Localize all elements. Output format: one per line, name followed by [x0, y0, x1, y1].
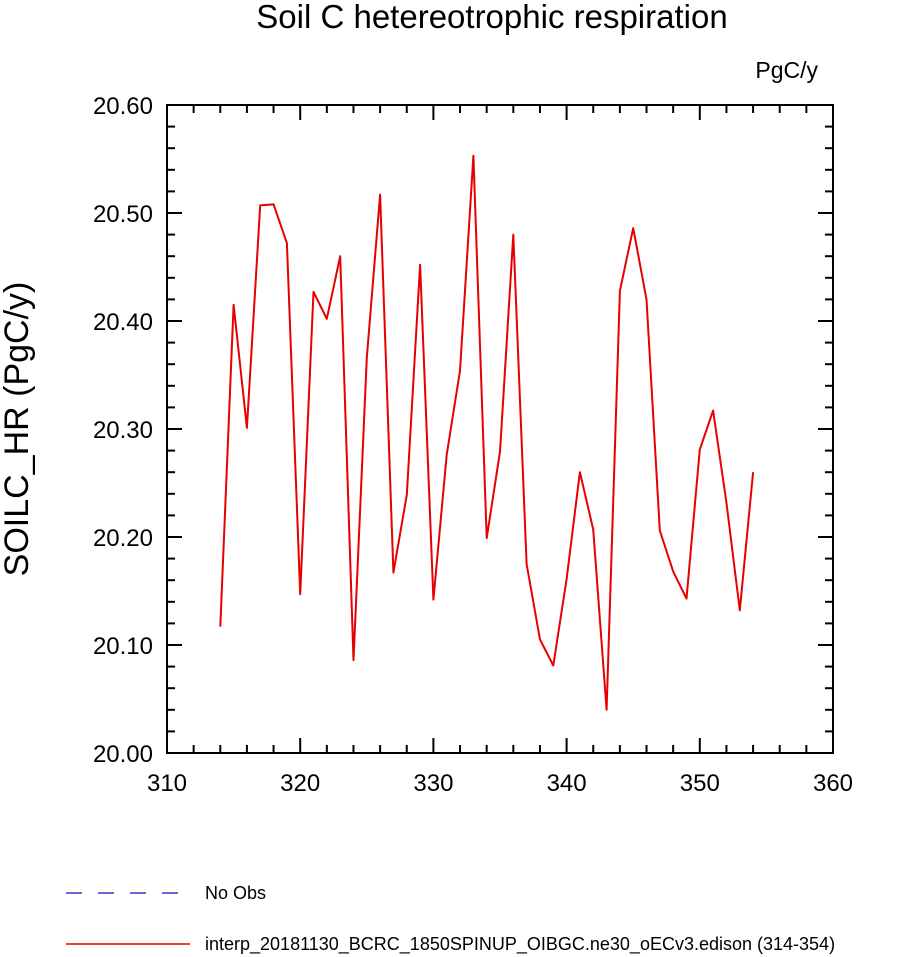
legend-label: interp_20181130_BCRC_1850SPINUP_OIBGC.ne…: [205, 934, 835, 955]
x-tick-label: 340: [547, 770, 587, 797]
tick-labels: 310 320 330 340 350 360 20.00 20.10 20.20 20.30 20…: [93, 93, 853, 797]
x-tick-label: 330: [413, 770, 453, 797]
y-tick-label: 20.10: [93, 633, 153, 660]
y-tick-label: 20.00: [93, 741, 153, 768]
axis-ticks: [166, 104, 834, 754]
legend: No Obs interp_20181130_BCRC_1850SPINUP_OI…: [66, 883, 835, 955]
y-tick-label: 20.60: [93, 93, 153, 120]
x-tick-label: 350: [680, 770, 720, 797]
x-tick-label: 320: [280, 770, 320, 797]
x-tick-label: 310: [147, 770, 187, 797]
legend-label: No Obs: [205, 883, 266, 903]
series-line: [219, 154, 755, 711]
y-axis-label: SOILC_HR (PgC/y): [0, 282, 36, 577]
y-tick-label: 20.30: [93, 417, 153, 444]
plot-frame: [166, 104, 834, 754]
y-tick-label: 20.20: [93, 525, 153, 552]
y-tick-label: 20.40: [93, 309, 153, 336]
chart-title: Soil C hetereotrophic respiration: [256, 0, 727, 35]
series-lines: [219, 154, 755, 711]
units-label: PgC/y: [755, 57, 818, 83]
y-tick-label: 20.50: [93, 201, 153, 228]
x-tick-label: 360: [813, 770, 853, 797]
